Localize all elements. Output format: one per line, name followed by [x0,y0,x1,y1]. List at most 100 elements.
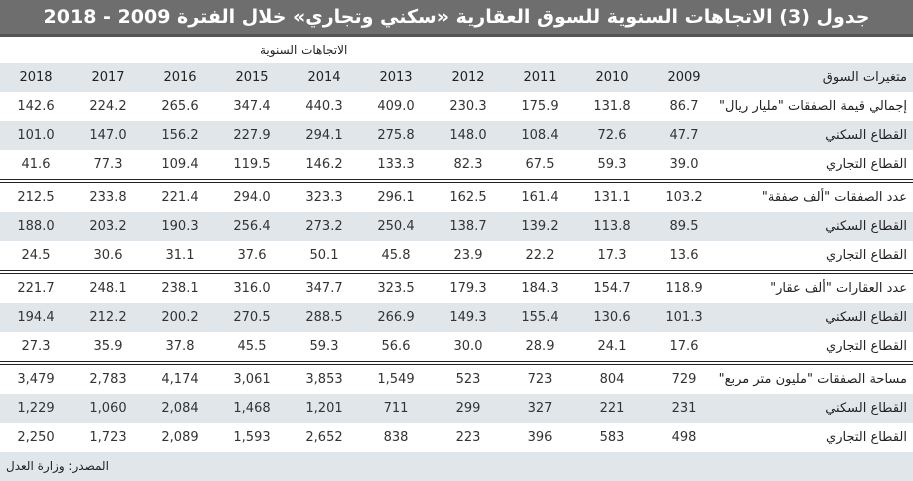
section-total-row: 221.7 248.1 238.1 316.0 347.7 323.5 179.3 184.3… [0,270,913,303]
value-cell: 265.6 [161,99,199,114]
source-footer: المصدر: وزارة العدل [0,452,913,481]
year-header: 2012 [432,63,504,92]
value-cell: 498 [671,430,697,445]
value-cell: 154.7 [576,270,648,303]
year-header: 2014 [288,63,360,92]
value-cell: 270.5 [216,303,288,332]
value-cell: 37.6 [237,248,267,263]
value-cell: 72.6 [576,121,648,150]
value-cell: 288.5 [288,303,360,332]
value-cell: 24.5 [21,248,51,263]
value-cell: 108.4 [504,121,576,150]
value-cell: 2,783 [72,361,144,394]
value-cell: 296.1 [360,179,432,212]
row-label: القطاع السكني [720,303,913,332]
value-cell: 1,723 [89,430,127,445]
value-cell: 188.0 [0,212,72,241]
value-cell: 131.8 [593,99,631,114]
table-row: 41.6 77.3 109.4 119.5 146.2 133.3 82.3 67.5 59.3… [0,150,913,181]
value-cell: 203.2 [72,212,144,241]
section-total-row: 212.5 233.8 221.4 294.0 323.3 296.1 162.5 161.4… [0,179,913,212]
source-text: المصدر: وزارة العدل [6,459,109,473]
value-cell: 238.1 [144,270,216,303]
value-cell: 28.9 [525,339,555,354]
value-cell: 179.3 [432,270,504,303]
value-cell: 101.3 [648,303,720,332]
value-cell: 56.6 [381,339,411,354]
section-total-row: 142.6 224.2 265.6 347.4 440.3 409.0 230.3 175.9… [0,92,913,121]
value-cell: 316.0 [216,270,288,303]
value-cell: 2,084 [144,394,216,423]
row-label: مساحة الصفقات "مليون متر مربع" [719,361,913,394]
value-cell: 184.3 [504,270,576,303]
table-row: 101.0 147.0 156.2 227.9 294.1 275.8 148.0 108.4… [0,121,913,150]
value-cell: 327 [504,394,576,423]
row-label: عدد الصفقات "ألف صفقة" [720,179,913,212]
value-cell: 2,652 [305,430,343,445]
data-table: 2018 2017 2016 2015 2014 2013 2012 2011 … [0,63,913,452]
value-cell: 155.4 [504,303,576,332]
value-cell: 250.4 [360,212,432,241]
value-cell: 212.5 [0,179,72,212]
value-cell: 113.8 [576,212,648,241]
value-cell: 59.3 [597,157,627,172]
row-label: القطاع السكني [720,121,913,150]
value-cell: 294.0 [216,179,288,212]
value-cell: 409.0 [377,99,415,114]
value-cell: 347.4 [233,99,271,114]
value-cell: 22.2 [525,248,555,263]
value-cell: 1,468 [216,394,288,423]
value-cell: 396 [527,430,553,445]
value-cell: 223 [455,430,481,445]
value-cell: 221 [576,394,648,423]
value-cell: 146.2 [305,157,343,172]
value-cell: 804 [576,361,648,394]
value-cell: 3,853 [288,361,360,394]
value-cell: 24.1 [597,339,627,354]
value-cell: 323.3 [288,179,360,212]
value-cell: 119.5 [233,157,271,172]
year-header: 2009 [648,63,720,92]
value-cell: 266.9 [360,303,432,332]
value-cell: 231 [648,394,720,423]
value-cell: 77.3 [93,157,123,172]
table-row: 188.0 203.2 190.3 256.4 273.2 250.4 138.7 139.2… [0,212,913,241]
value-cell: 248.1 [72,270,144,303]
value-cell: 294.1 [288,121,360,150]
value-cell: 523 [432,361,504,394]
value-cell: 275.8 [360,121,432,150]
table-row: 194.4 212.2 200.2 270.5 288.5 266.9 149.3 155.4… [0,303,913,332]
value-cell: 17.6 [669,339,699,354]
value-cell: 142.6 [17,99,55,114]
value-cell: 67.5 [525,157,555,172]
value-cell: 221.7 [0,270,72,303]
value-cell: 133.3 [377,157,415,172]
row-label: القطاع التجاري [826,157,907,172]
value-cell: 50.1 [309,248,339,263]
super-header-text: الاتجاهات السنوية [260,43,348,57]
value-cell: 30.0 [453,339,483,354]
value-cell: 1,060 [72,394,144,423]
value-cell: 723 [504,361,576,394]
value-cell: 273.2 [288,212,360,241]
value-cell: 711 [360,394,432,423]
value-cell: 101.0 [0,121,72,150]
value-cell: 156.2 [144,121,216,150]
table-row: 27.3 35.9 37.8 45.5 59.3 56.6 30.0 28.9 24.1 17.6… [0,332,913,363]
year-header: 2018 [0,63,72,92]
year-header: 2015 [216,63,288,92]
value-cell: 35.9 [93,339,123,354]
value-cell: 37.8 [165,339,195,354]
value-cell: 838 [383,430,409,445]
value-cell: 2,250 [17,430,55,445]
year-header: 2016 [144,63,216,92]
value-cell: 23.9 [453,248,483,263]
value-cell: 233.8 [72,179,144,212]
value-cell: 149.3 [432,303,504,332]
row-label: القطاع التجاري [826,339,907,354]
value-cell: 190.3 [144,212,216,241]
value-cell: 59.3 [309,339,339,354]
row-label: القطاع السكني [720,212,913,241]
row-label: القطاع التجاري [826,430,907,445]
value-cell: 139.2 [504,212,576,241]
